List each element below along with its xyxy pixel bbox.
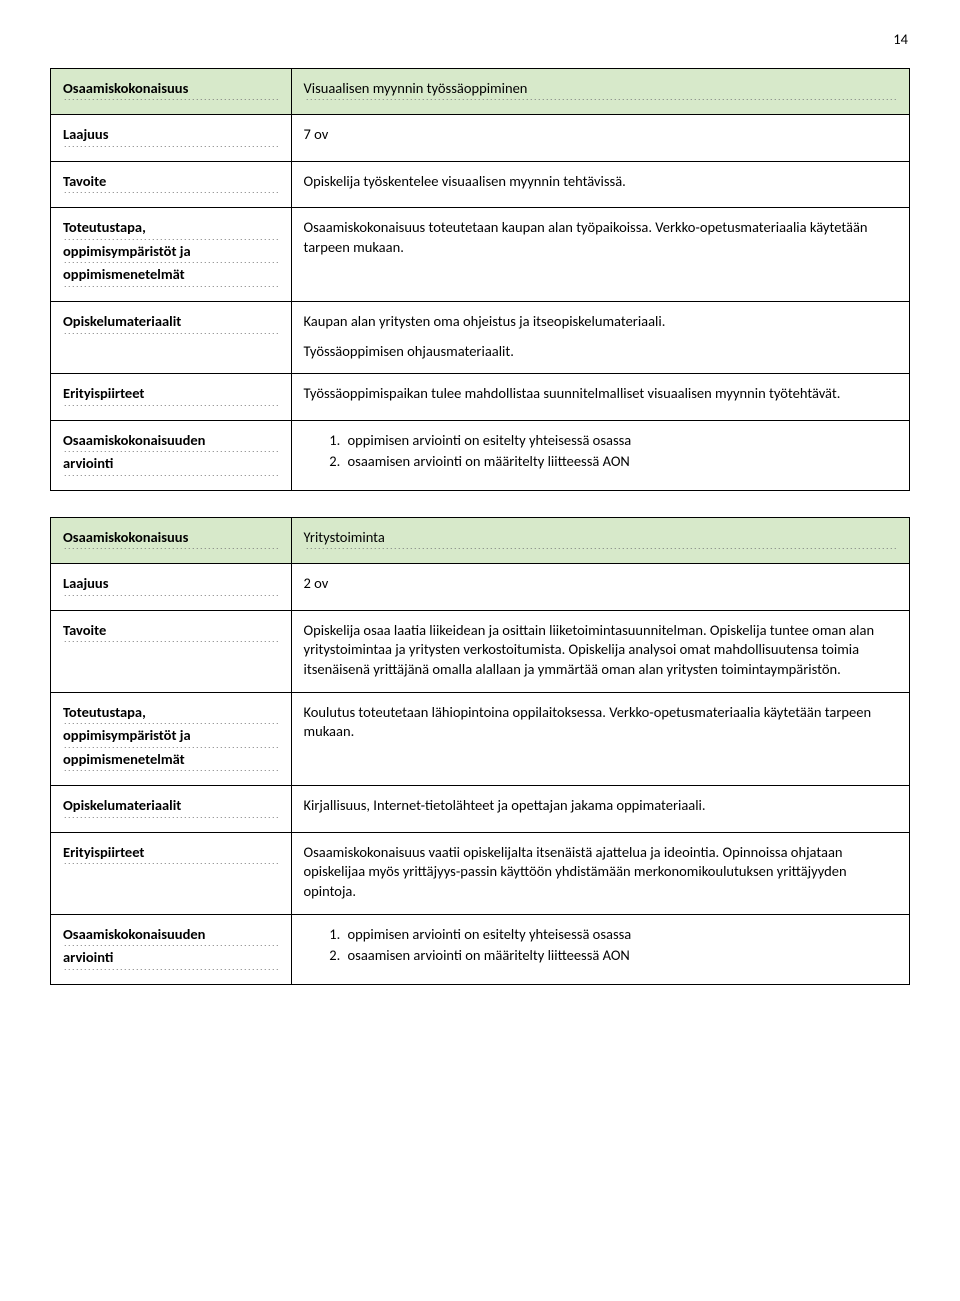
value-toteutustapa: Koulutus toteutetaan lähiopintoina oppil…	[291, 692, 909, 786]
label-line3: oppimismenetelmät	[63, 750, 279, 772]
label-line2: oppimisympäristöt ja	[63, 726, 279, 748]
label-osaamiskokonaisuus: Osaamiskokonaisuus	[51, 517, 292, 564]
label-opiskelumateriaalit: Opiskelumateriaalit	[51, 786, 292, 833]
value-tavoite: Opiskelija osaa laatia liikeidean ja osi…	[291, 610, 909, 692]
erityis-text: Työssäoppimispaikan tulee mahdollistaa s…	[304, 384, 897, 404]
label-tavoite: Tavoite	[51, 610, 292, 692]
label-line2: arviointi	[63, 948, 279, 970]
label-osaamiskokonaisuus: Osaamiskokonaisuus	[51, 68, 292, 115]
materiaalit-text: Kirjallisuus, Internet-tietolähteet ja o…	[304, 796, 897, 816]
arviointi-list: oppimisen arviointi on esitelty yhteises…	[304, 431, 897, 472]
value-erityispiirteet: Osaamiskokonaisuus vaatii opiskelijalta …	[291, 832, 909, 914]
arviointi-item: oppimisen arviointi on esitelty yhteises…	[344, 925, 897, 945]
label-erityispiirteet: Erityispiirteet	[51, 374, 292, 421]
label-text: Opiskelumateriaalit	[63, 312, 279, 334]
course-table-2: Osaamiskokonaisuus Yritystoiminta Laajuu…	[50, 517, 910, 985]
label-line1: Toteutustapa,	[63, 218, 279, 240]
toteutus-text: Osaamiskokonaisuus toteutetaan kaupan al…	[304, 218, 897, 257]
label-text: Tavoite	[63, 621, 279, 643]
label-text: Tavoite	[63, 172, 279, 194]
label-line1: Osaamiskokonaisuuden	[63, 431, 279, 453]
arviointi-item: osaamisen arviointi on määritelty liitte…	[344, 946, 897, 966]
materiaalit-p1: Kaupan alan yritysten oma ohjeistus ja i…	[304, 312, 897, 332]
value-arviointi: oppimisen arviointi on esitelty yhteises…	[291, 420, 909, 490]
arviointi-list: oppimisen arviointi on esitelty yhteises…	[304, 925, 897, 966]
label-arviointi: Osaamiskokonaisuuden arviointi	[51, 420, 292, 490]
label-laajuus: Laajuus	[51, 564, 292, 611]
label-erityispiirteet: Erityispiirteet	[51, 832, 292, 914]
value-tavoite: Opiskelija työskentelee visuaalisen myyn…	[291, 161, 909, 208]
label-tavoite: Tavoite	[51, 161, 292, 208]
value-opiskelumateriaalit: Kirjallisuus, Internet-tietolähteet ja o…	[291, 786, 909, 833]
value-toteutustapa: Osaamiskokonaisuus toteutetaan kaupan al…	[291, 208, 909, 302]
erityis-text: Osaamiskokonaisuus vaatii opiskelijalta …	[304, 843, 897, 902]
label-line3: oppimismenetelmät	[63, 265, 279, 287]
value-laajuus: 7 ov	[291, 115, 909, 162]
course-table-1: Osaamiskokonaisuus Visuaalisen myynnin t…	[50, 68, 910, 491]
page-number: 14	[50, 30, 910, 50]
tavoite-text: Opiskelija työskentelee visuaalisen myyn…	[304, 172, 897, 192]
label-text: Osaamiskokonaisuus	[63, 528, 279, 550]
toteutus-text: Koulutus toteutetaan lähiopintoina oppil…	[304, 703, 897, 742]
label-laajuus: Laajuus	[51, 115, 292, 162]
laajuus-text: 2 ov	[304, 574, 897, 594]
value-title: Yritystoiminta	[291, 517, 909, 564]
value-opiskelumateriaalit: Kaupan alan yritysten oma ohjeistus ja i…	[291, 301, 909, 373]
label-line2: arviointi	[63, 454, 279, 476]
title-text: Visuaalisen myynnin työssäoppiminen	[304, 79, 897, 101]
label-opiskelumateriaalit: Opiskelumateriaalit	[51, 301, 292, 373]
label-line1: Osaamiskokonaisuuden	[63, 925, 279, 947]
label-text: Erityispiirteet	[63, 384, 279, 406]
label-text: Erityispiirteet	[63, 843, 279, 865]
label-toteutustapa: Toteutustapa, oppimisympäristöt ja oppim…	[51, 208, 292, 302]
arviointi-item: oppimisen arviointi on esitelty yhteises…	[344, 431, 897, 451]
value-title: Visuaalisen myynnin työssäoppiminen	[291, 68, 909, 115]
materiaalit-p2: Työssäoppimisen ohjausmateriaalit.	[304, 342, 897, 362]
label-line2: oppimisympäristöt ja	[63, 242, 279, 264]
label-line1: Toteutustapa,	[63, 703, 279, 725]
label-text: Laajuus	[63, 574, 279, 596]
laajuus-text: 7 ov	[304, 125, 897, 145]
label-text: Laajuus	[63, 125, 279, 147]
value-arviointi: oppimisen arviointi on esitelty yhteises…	[291, 914, 909, 984]
label-text: Opiskelumateriaalit	[63, 796, 279, 818]
label-text: Osaamiskokonaisuus	[63, 79, 279, 101]
arviointi-item: osaamisen arviointi on määritelty liitte…	[344, 452, 897, 472]
tavoite-text: Opiskelija osaa laatia liikeidean ja osi…	[304, 621, 897, 680]
label-arviointi: Osaamiskokonaisuuden arviointi	[51, 914, 292, 984]
value-erityispiirteet: Työssäoppimispaikan tulee mahdollistaa s…	[291, 374, 909, 421]
title-text: Yritystoiminta	[304, 528, 897, 550]
value-laajuus: 2 ov	[291, 564, 909, 611]
label-toteutustapa: Toteutustapa, oppimisympäristöt ja oppim…	[51, 692, 292, 786]
